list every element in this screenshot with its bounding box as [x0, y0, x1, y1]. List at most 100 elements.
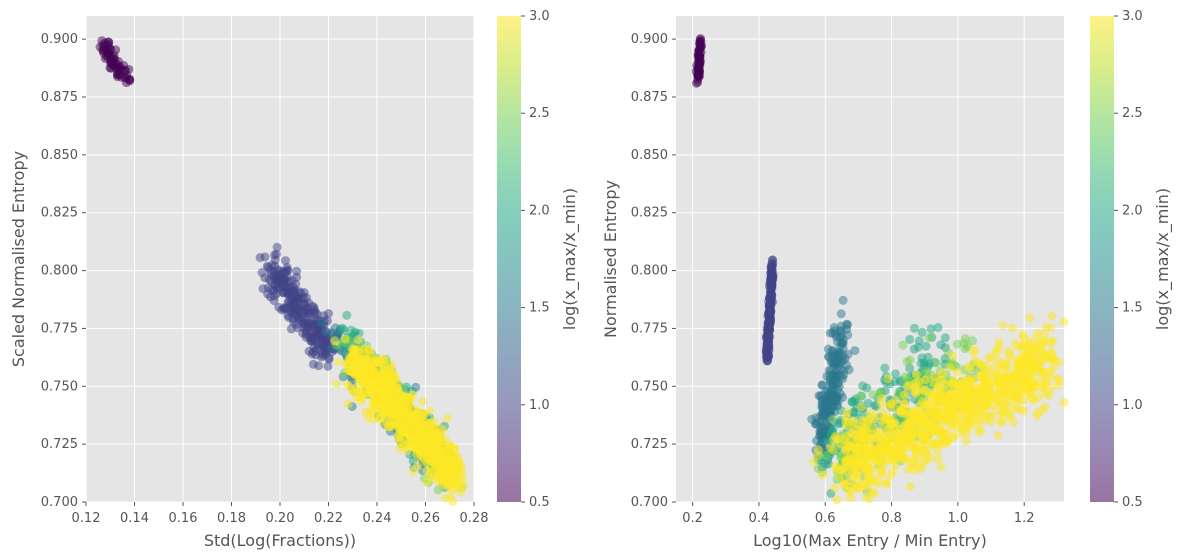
right-y-tick-label: 0.800 — [631, 264, 668, 279]
right-scatter-point — [906, 431, 916, 441]
left-scatter-point — [114, 70, 124, 80]
right-scatter-point — [1029, 376, 1039, 386]
right-scatter-point — [766, 292, 776, 302]
right-scatter-point — [911, 369, 921, 379]
left-scatter-point — [415, 427, 425, 437]
right-scatter-point — [965, 403, 974, 413]
right-scatter-point — [1052, 373, 1062, 383]
right-scatter-point — [1016, 387, 1026, 397]
right-scatter-point — [976, 359, 985, 369]
right-scatter-point — [1059, 317, 1069, 327]
right-scatter-point — [825, 328, 835, 338]
right-scatter-point — [1046, 339, 1056, 348]
left-scatter-point — [298, 293, 308, 302]
right-scatter-point — [948, 385, 958, 395]
right-scatter-point — [1041, 389, 1051, 399]
right-chart: 0.2 0.4 0.6 0.8 1.0 1.2 0.700 0.725 0.750 0.775 0.… — [601, 9, 1173, 550]
right-scatter-point — [815, 431, 825, 441]
right-scatter-point — [936, 462, 946, 472]
right-ticks: 0.2 0.4 0.6 0.8 1.0 1.2 0.700 0.725 0.750 0.775 0.… — [631, 32, 1035, 526]
left-points — [95, 36, 469, 506]
right-scatter-point — [896, 404, 906, 414]
right-scatter-point — [846, 493, 856, 503]
left-y-tick-label: 0.700 — [41, 495, 78, 510]
right-scatter-point — [912, 453, 922, 463]
left-scatter-point — [454, 456, 464, 466]
right-scatter-point — [940, 414, 950, 424]
left-scatter-point — [357, 357, 367, 367]
right-scatter-point — [1020, 375, 1030, 384]
right-scatter-point — [1008, 374, 1017, 384]
right-scatter-point — [956, 410, 966, 420]
right-scatter-point — [824, 459, 833, 469]
right-scatter-point — [917, 384, 927, 394]
right-scatter-point — [911, 388, 921, 398]
right-scatter-point — [807, 414, 817, 424]
right-scatter-point — [833, 370, 843, 380]
right-scatter-point — [828, 387, 838, 397]
right-scatter-point — [1032, 411, 1042, 421]
left-scatter-point — [384, 422, 393, 432]
left-scatter-point — [279, 268, 289, 278]
right-scatter-point — [925, 359, 935, 369]
right-scatter-point — [1004, 382, 1014, 392]
left-scatter-point — [366, 387, 376, 397]
right-scatter-point — [852, 484, 862, 494]
right-scatter-point — [938, 434, 948, 444]
left-scatter-point — [330, 336, 340, 346]
right-scatter-point — [976, 426, 986, 436]
right-colorbar — [1090, 16, 1114, 502]
right-scatter-point — [937, 368, 947, 378]
left-y-tick-label: 0.875 — [41, 90, 78, 105]
right-scatter-point — [918, 451, 928, 461]
left-scatter-point — [418, 397, 428, 406]
left-scatter-point — [412, 407, 422, 417]
left-y-tick-label: 0.800 — [41, 264, 78, 279]
right-x-tick-label: 0.8 — [881, 511, 902, 526]
right-points — [691, 34, 1069, 505]
right-scatter-point — [836, 309, 846, 319]
right-scatter-point — [869, 411, 879, 421]
right-scatter-point — [961, 334, 970, 343]
left-scatter-point — [444, 480, 453, 490]
right-x-tick-label: 1.2 — [1014, 511, 1035, 526]
right-scatter-point — [946, 421, 956, 430]
right-scatter-point — [863, 417, 873, 427]
right-scatter-point — [828, 380, 838, 390]
right-scatter-point — [1039, 337, 1049, 347]
right-scatter-point — [1033, 328, 1043, 338]
right-scatter-point — [868, 390, 878, 399]
right-colorbar-label: log(x_max/x_min) — [1153, 188, 1173, 330]
left-scatter-point — [366, 351, 376, 361]
left-scatter-point — [323, 361, 333, 371]
right-scatter-point — [986, 417, 996, 427]
right-scatter-point — [1008, 417, 1018, 427]
left-scatter-point — [352, 369, 362, 379]
right-scatter-point — [998, 320, 1008, 330]
left-scatter-point — [377, 368, 387, 378]
right-scatter-point — [941, 380, 950, 390]
left-scatter-point — [369, 414, 379, 424]
right-scatter-point — [929, 372, 939, 382]
right-scatter-point — [964, 422, 974, 432]
left-y-tick-label: 0.750 — [41, 379, 78, 394]
right-scatter-point — [937, 394, 947, 403]
right-scatter-point — [962, 374, 972, 384]
right-scatter-point — [767, 255, 777, 265]
left-scatter-point — [298, 318, 308, 328]
right-scatter-point — [883, 374, 893, 384]
right-y-tick-label: 0.850 — [631, 148, 668, 163]
right-scatter-point — [1018, 330, 1027, 340]
left-scatter-point — [354, 345, 364, 355]
right-scatter-point — [872, 434, 882, 444]
right-scatter-point — [960, 344, 970, 354]
left-x-tick-label: 0.24 — [363, 511, 392, 526]
left-colorbar-tick-label: 2.5 — [529, 106, 550, 121]
left-scatter-point — [355, 392, 365, 401]
right-scatter-point — [1000, 362, 1010, 372]
left-scatter-point — [426, 473, 436, 483]
right-scatter-point — [921, 375, 930, 385]
right-scatter-point — [917, 353, 927, 363]
right-scatter-point — [938, 407, 948, 417]
right-scatter-point — [876, 398, 886, 408]
